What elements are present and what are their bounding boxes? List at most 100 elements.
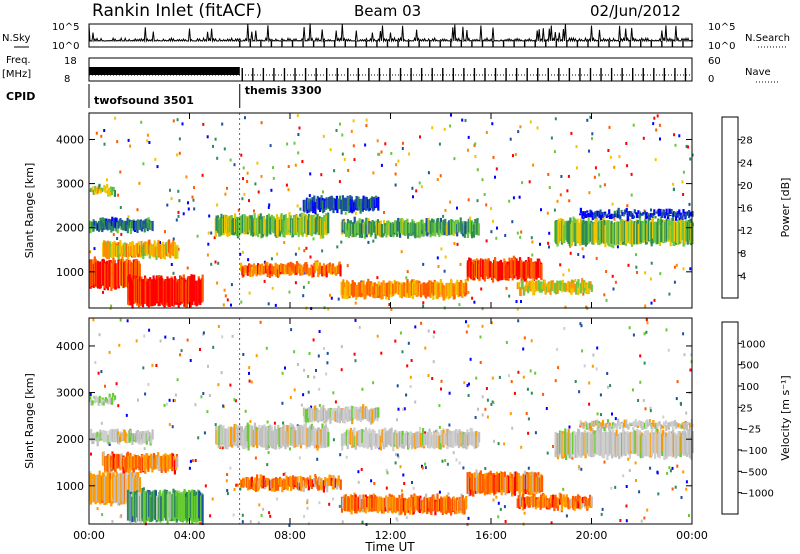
data-cell bbox=[682, 209, 685, 215]
data-cell bbox=[554, 282, 558, 295]
data-cell bbox=[146, 281, 149, 307]
data-cell bbox=[469, 220, 472, 235]
data-cell bbox=[403, 434, 407, 446]
data-speckle bbox=[494, 175, 496, 179]
data-speckle bbox=[635, 265, 638, 269]
data-speckle bbox=[373, 482, 376, 485]
data-speckle bbox=[614, 485, 617, 489]
data-speckle bbox=[465, 320, 467, 324]
data-cell bbox=[607, 215, 610, 218]
data-speckle bbox=[530, 391, 533, 395]
data-cell bbox=[668, 208, 671, 214]
data-cell bbox=[598, 211, 601, 219]
data-cell bbox=[99, 429, 102, 440]
data-cell bbox=[685, 211, 688, 216]
data-speckle bbox=[334, 400, 337, 404]
data-speckle bbox=[531, 253, 534, 257]
data-cell bbox=[131, 242, 135, 257]
data-cell bbox=[628, 422, 631, 424]
data-cell bbox=[104, 430, 107, 441]
data-cell bbox=[250, 476, 254, 488]
data-speckle bbox=[191, 195, 194, 199]
data-cell bbox=[336, 478, 339, 485]
data-cell bbox=[295, 214, 298, 235]
data-cell bbox=[387, 497, 390, 513]
data-speckle bbox=[329, 293, 331, 297]
data-cell bbox=[97, 400, 100, 406]
data-cell bbox=[516, 474, 519, 491]
data-cell bbox=[521, 262, 524, 281]
data-cell bbox=[247, 477, 250, 489]
data-cell bbox=[167, 455, 170, 472]
data-cell bbox=[612, 425, 615, 430]
data-cell bbox=[476, 476, 480, 493]
data-speckle bbox=[155, 364, 158, 367]
data-cell bbox=[113, 395, 117, 400]
data-speckle bbox=[607, 149, 610, 152]
data-cell bbox=[587, 283, 590, 294]
data-speckle bbox=[248, 379, 251, 383]
data-cell bbox=[269, 263, 272, 274]
data-speckle bbox=[144, 392, 147, 396]
y-tick-label: 3000 bbox=[56, 387, 84, 400]
data-speckle bbox=[246, 180, 249, 183]
data-cell bbox=[351, 199, 354, 214]
data-cell bbox=[146, 453, 149, 466]
data-speckle bbox=[685, 144, 688, 148]
data-speckle bbox=[547, 241, 550, 245]
data-cell bbox=[601, 419, 605, 427]
data-cell bbox=[180, 492, 183, 521]
data-cell bbox=[176, 281, 179, 305]
data-speckle bbox=[213, 236, 216, 240]
data-speckle bbox=[402, 141, 404, 145]
data-speckle bbox=[440, 247, 443, 251]
x-tick-label: 16:00 bbox=[475, 529, 507, 542]
data-speckle bbox=[229, 158, 232, 162]
data-cell bbox=[147, 279, 150, 308]
data-speckle bbox=[302, 285, 305, 289]
data-speckle bbox=[248, 199, 250, 203]
data-speckle bbox=[185, 175, 188, 179]
data-speckle bbox=[276, 252, 279, 256]
data-cell bbox=[450, 500, 453, 516]
data-speckle bbox=[396, 518, 399, 522]
data-speckle bbox=[600, 512, 603, 516]
data-speckle bbox=[352, 119, 355, 123]
data-cell bbox=[240, 479, 243, 488]
data-speckle bbox=[305, 246, 308, 250]
data-cell bbox=[349, 428, 352, 445]
data-speckle bbox=[490, 230, 493, 234]
data-speckle bbox=[268, 203, 271, 207]
data-speckle bbox=[473, 300, 476, 304]
data-cell bbox=[596, 210, 599, 217]
data-cell bbox=[189, 492, 192, 518]
data-speckle bbox=[89, 250, 92, 254]
data-cell bbox=[272, 266, 275, 275]
data-speckle bbox=[673, 133, 676, 137]
data-speckle bbox=[595, 367, 598, 371]
data-cell bbox=[139, 458, 142, 473]
data-cell bbox=[275, 478, 278, 491]
data-speckle bbox=[294, 163, 297, 167]
data-cell bbox=[662, 429, 665, 451]
data-speckle bbox=[419, 135, 421, 139]
data-speckle bbox=[492, 155, 495, 159]
data-speckle bbox=[598, 242, 601, 245]
data-speckle bbox=[490, 321, 493, 325]
data-speckle bbox=[466, 384, 469, 388]
data-cell bbox=[326, 481, 329, 493]
data-cell bbox=[397, 217, 400, 232]
data-speckle bbox=[257, 190, 260, 194]
data-cell bbox=[108, 393, 111, 398]
data-speckle bbox=[269, 144, 272, 148]
data-speckle bbox=[174, 399, 176, 402]
data-speckle bbox=[485, 239, 488, 243]
data-speckle bbox=[411, 186, 414, 190]
data-speckle bbox=[207, 242, 210, 246]
data-speckle bbox=[216, 203, 219, 207]
data-speckle bbox=[519, 235, 522, 239]
data-cell bbox=[320, 478, 323, 491]
data-speckle bbox=[571, 456, 574, 460]
data-speckle bbox=[467, 135, 470, 139]
data-cell bbox=[637, 425, 640, 428]
